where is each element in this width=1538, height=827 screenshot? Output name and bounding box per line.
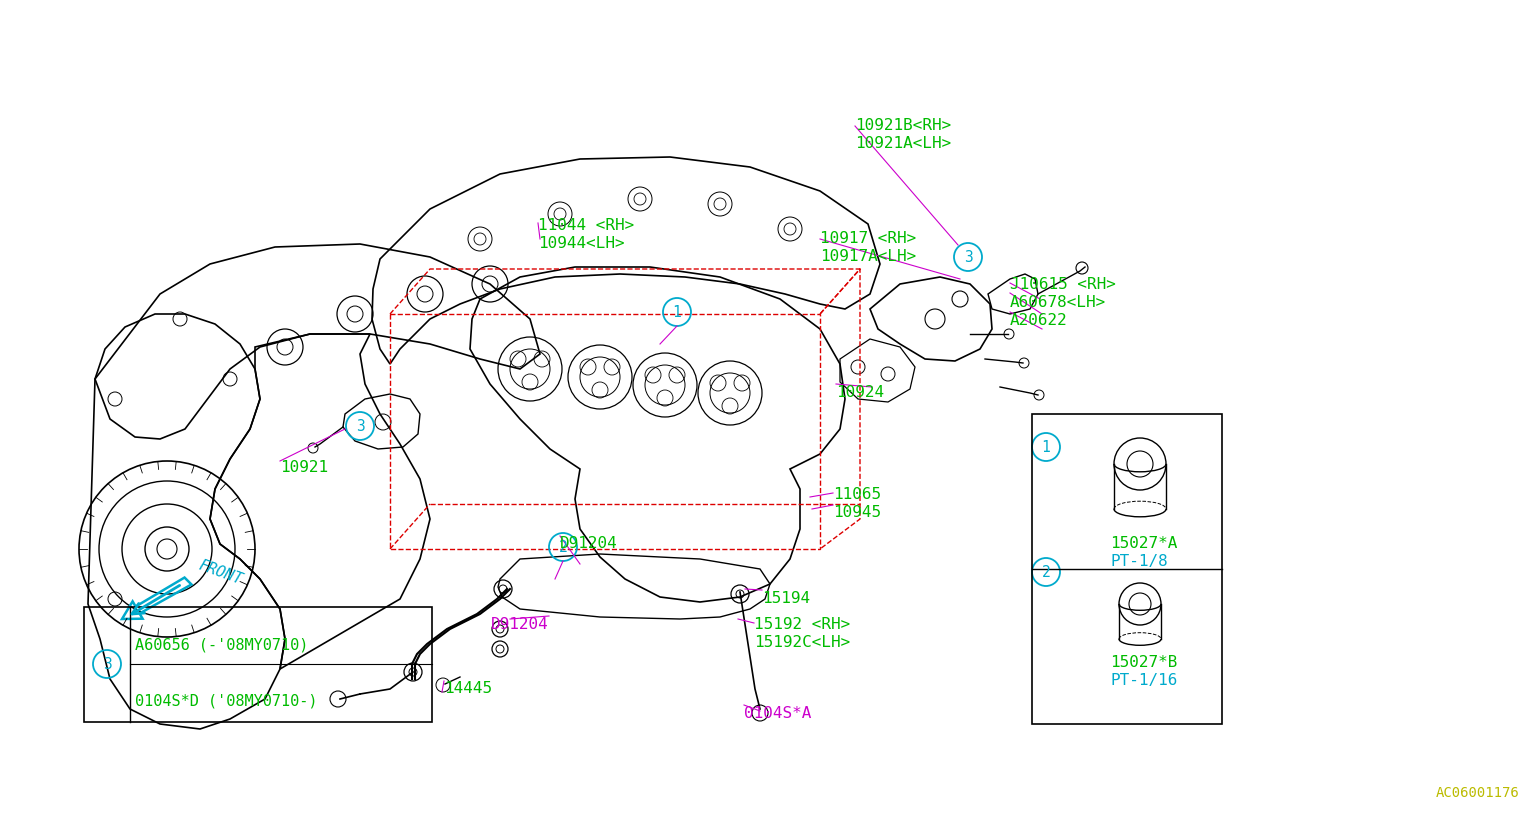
Text: 3: 3 — [355, 419, 365, 434]
Text: 0104S*A: 0104S*A — [744, 705, 812, 720]
Text: D91204: D91204 — [560, 535, 618, 550]
Text: 2: 2 — [1041, 565, 1050, 580]
Text: 10924: 10924 — [837, 385, 884, 399]
Text: AC06001176: AC06001176 — [1436, 785, 1520, 799]
Text: 1: 1 — [1041, 440, 1050, 455]
Text: 1: 1 — [672, 305, 681, 320]
Text: 2: 2 — [558, 540, 568, 555]
Text: A60678<LH>: A60678<LH> — [1010, 294, 1106, 309]
Text: 15194: 15194 — [761, 590, 811, 605]
Text: 0104S*D ('08MY0710-): 0104S*D ('08MY0710-) — [135, 693, 317, 708]
Text: 15027*A: 15027*A — [1110, 535, 1178, 550]
Text: D91204: D91204 — [491, 616, 549, 631]
Text: 14445: 14445 — [444, 680, 492, 696]
Text: 3: 3 — [964, 251, 972, 265]
Text: 10944<LH>: 10944<LH> — [538, 236, 624, 251]
Text: PT-1/16: PT-1/16 — [1110, 672, 1178, 687]
Text: A60656 (-'08MY0710): A60656 (-'08MY0710) — [135, 638, 309, 653]
Text: 10921: 10921 — [280, 460, 328, 475]
Text: 11044 <RH>: 11044 <RH> — [538, 218, 634, 232]
Text: J10615 <RH>: J10615 <RH> — [1010, 277, 1117, 292]
Text: 10945: 10945 — [834, 504, 881, 519]
Text: 15027*B: 15027*B — [1110, 654, 1178, 669]
Text: 15192C<LH>: 15192C<LH> — [754, 634, 851, 649]
Text: 10921B<RH>: 10921B<RH> — [855, 118, 950, 133]
Text: 10921A<LH>: 10921A<LH> — [855, 136, 950, 151]
Text: 10917A<LH>: 10917A<LH> — [820, 249, 917, 264]
Text: 10917 <RH>: 10917 <RH> — [820, 231, 917, 246]
Text: 11065: 11065 — [834, 486, 881, 501]
Text: PT-1/8: PT-1/8 — [1110, 553, 1167, 568]
Text: 3: 3 — [103, 657, 111, 672]
Text: A20622: A20622 — [1010, 313, 1067, 327]
Text: FRONT: FRONT — [195, 557, 245, 587]
Text: 15192 <RH>: 15192 <RH> — [754, 616, 851, 631]
